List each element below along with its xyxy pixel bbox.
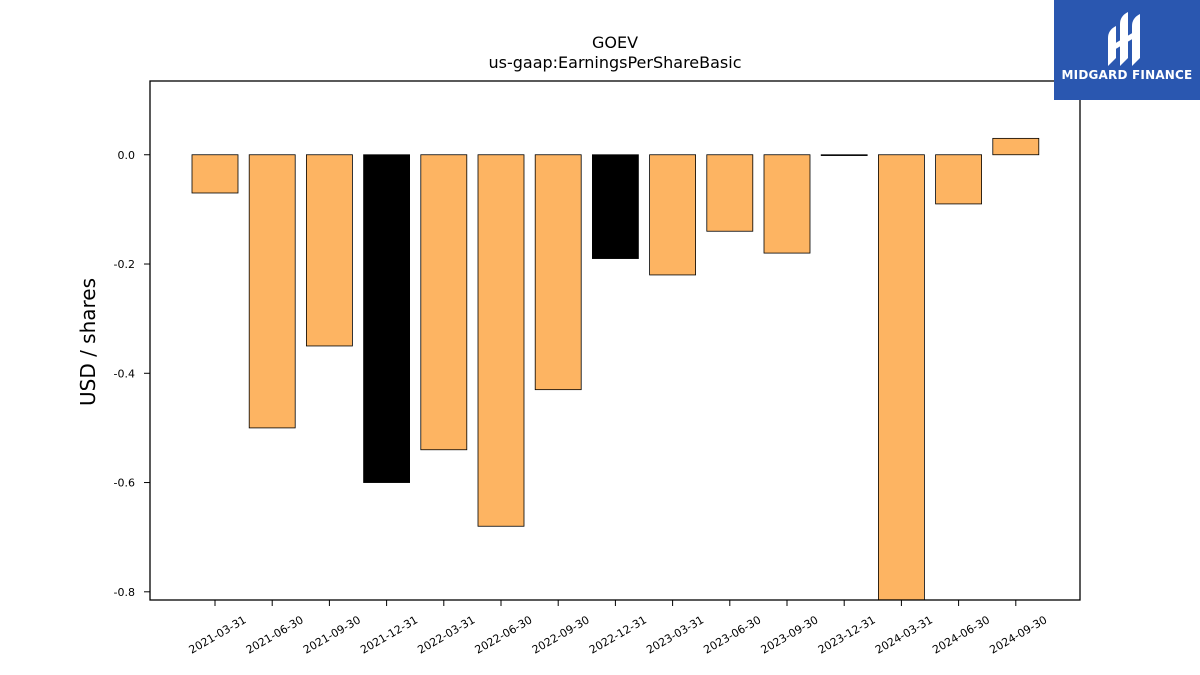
x-tick-label: 2024-09-30	[987, 613, 1049, 656]
plot-frame	[149, 80, 1081, 601]
chart-title: GOEV	[592, 33, 638, 52]
x-tick-label: 2022-06-30	[473, 613, 535, 656]
bar-2023-06-30	[706, 154, 754, 232]
x-tick-label: 2021-03-31	[187, 613, 249, 656]
midgard-finance-logo: MIDGARD FINANCE	[1054, 0, 1200, 100]
x-tick-label: 2023-06-30	[701, 613, 763, 656]
bar-2024-03-31	[878, 154, 925, 600]
bar-2022-12-31	[592, 154, 639, 259]
bars-group	[191, 137, 1040, 600]
bar-2024-06-30	[935, 154, 982, 205]
bar-2021-03-31	[191, 154, 239, 194]
bar-2021-09-30	[305, 154, 353, 347]
bar-2023-09-30	[763, 154, 811, 254]
chart-subtitle: us-gaap:EarningsPerShareBasic	[488, 53, 741, 72]
x-tick-label: 2021-06-30	[244, 613, 306, 656]
x-tick-label: 2022-03-31	[415, 613, 477, 656]
x-tick-label: 2022-09-30	[530, 613, 592, 656]
x-tick-label: 2022-12-31	[587, 613, 649, 656]
x-tick-label: 2023-03-31	[644, 613, 706, 656]
y-tick-label: -0.4	[114, 367, 135, 380]
y-tick-label: -0.6	[114, 477, 135, 490]
y-ticks-group: 0.0 -0.2 -0.4 -0.6 -0.8	[114, 149, 150, 599]
bar-2022-06-30	[477, 154, 525, 527]
bar-2022-03-31	[420, 154, 468, 451]
x-tick-label: 2023-09-30	[759, 613, 821, 656]
y-tick-label: 0.0	[118, 149, 136, 162]
bar-2021-12-31	[363, 154, 411, 483]
x-tick-label: 2021-12-31	[358, 613, 420, 656]
bar-2023-12-31	[820, 154, 868, 156]
y-tick-label: -0.2	[114, 258, 135, 271]
bar-2022-09-30	[534, 154, 582, 391]
x-tick-label: 2021-09-30	[301, 613, 363, 656]
logo-text: MIDGARD FINANCE	[1061, 68, 1193, 82]
bar-2023-03-31	[649, 154, 696, 276]
bar-2024-09-30	[992, 137, 1040, 156]
midgard-logo-icon	[1108, 12, 1140, 66]
y-tick-label: -0.8	[114, 586, 135, 599]
bar-2021-06-30	[248, 154, 296, 429]
x-tick-label: 2023-12-31	[816, 613, 878, 656]
x-ticks-group: 2021-03-312021-06-302021-09-302021-12-31…	[187, 600, 1049, 657]
y-axis-label: USD / shares	[76, 278, 100, 406]
x-tick-label: 2024-06-30	[930, 613, 992, 656]
x-tick-label: 2024-03-31	[873, 613, 935, 656]
